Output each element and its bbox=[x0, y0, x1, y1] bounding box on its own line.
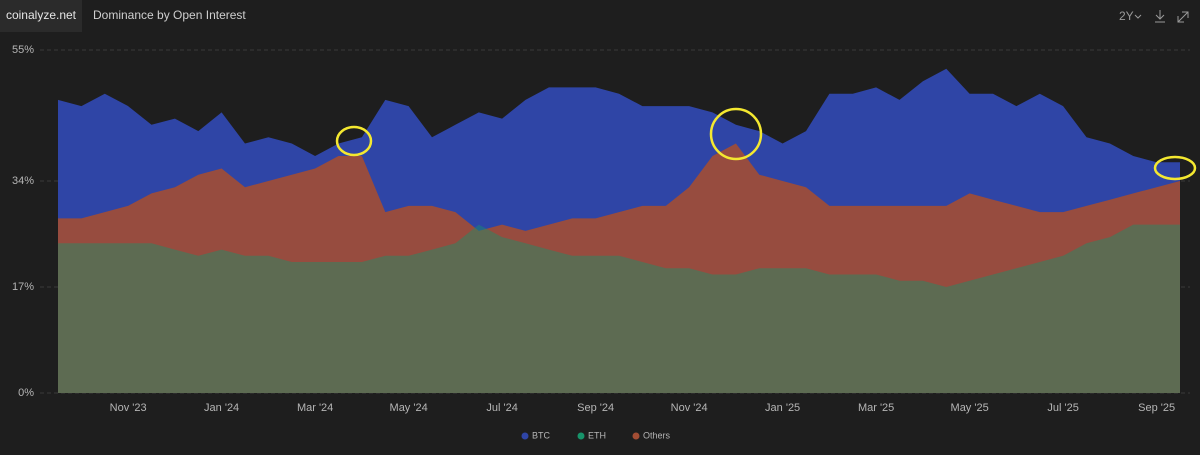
highlight-circle bbox=[335, 125, 373, 157]
download-icon[interactable] bbox=[1155, 10, 1165, 23]
x-tick-label: Jul '25 bbox=[1047, 402, 1078, 414]
legend-label: BTC bbox=[532, 430, 551, 440]
y-tick-label: 34% bbox=[12, 175, 34, 187]
x-tick-label: Jan '24 bbox=[204, 402, 239, 414]
expand-icon[interactable] bbox=[1177, 11, 1189, 23]
x-tick-label: Nov '24 bbox=[671, 402, 708, 414]
y-tick-label: 55% bbox=[12, 44, 34, 56]
annotations bbox=[335, 107, 1197, 181]
highlight-circle bbox=[709, 107, 763, 161]
highlight-circle bbox=[1153, 155, 1197, 181]
x-tick-label: Mar '24 bbox=[297, 402, 333, 414]
x-tick-label: Sep '24 bbox=[577, 402, 614, 414]
area bbox=[58, 143, 1180, 393]
x-tick-label: Sep '25 bbox=[1138, 402, 1175, 414]
y-tick-label: 0% bbox=[18, 387, 34, 399]
x-tick-label: Nov '23 bbox=[110, 402, 147, 414]
x-tick-label: Jan '25 bbox=[765, 402, 800, 414]
x-tick-label: Jul '24 bbox=[486, 402, 517, 414]
legend-label: Others bbox=[643, 430, 671, 440]
x-tick-label: May '25 bbox=[951, 402, 989, 414]
legend-swatch bbox=[521, 432, 529, 440]
chart-title: Dominance by Open Interest bbox=[93, 8, 246, 22]
y-tick-label: 17% bbox=[12, 281, 34, 293]
area bbox=[58, 224, 1180, 393]
plot: 0% 17% 34% 55% Nov '23 Jan '24 Mar '24 May '24 J… bbox=[12, 44, 1190, 440]
range-selector[interactable]: 2Y bbox=[1119, 9, 1134, 23]
legend-swatch bbox=[577, 432, 585, 440]
range-caret[interactable] bbox=[1134, 14, 1142, 19]
x-tick-label: Mar '25 bbox=[858, 402, 894, 414]
site-name: coinalyze.net bbox=[6, 8, 77, 22]
site-badge bbox=[0, 0, 82, 32]
legend-label: ETH bbox=[588, 430, 606, 440]
legend-swatch bbox=[632, 432, 640, 440]
x-tick-label: May '24 bbox=[390, 402, 428, 414]
